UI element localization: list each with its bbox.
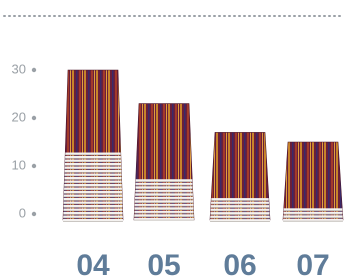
cup bbox=[63, 70, 123, 220]
tick-dot bbox=[32, 212, 36, 216]
x-tick-label: 07 bbox=[296, 249, 329, 280]
y-tick-label: 30 bbox=[12, 61, 26, 76]
tick-dot bbox=[32, 68, 36, 72]
y-tick-label: 10 bbox=[12, 157, 26, 172]
y-tick-label: 0 bbox=[19, 205, 26, 220]
x-tick-label: 05 bbox=[147, 249, 180, 280]
tick-dot bbox=[32, 164, 36, 168]
x-tick-label: 04 bbox=[76, 249, 110, 280]
y-tick-label: 20 bbox=[12, 109, 26, 124]
tick-dot bbox=[32, 116, 36, 120]
chart: 0 10 20 30 04 05 06 07 bbox=[0, 0, 348, 280]
plot-area: 0 10 20 30 04 05 06 07 bbox=[12, 61, 343, 280]
x-tick-label: 06 bbox=[223, 249, 256, 280]
